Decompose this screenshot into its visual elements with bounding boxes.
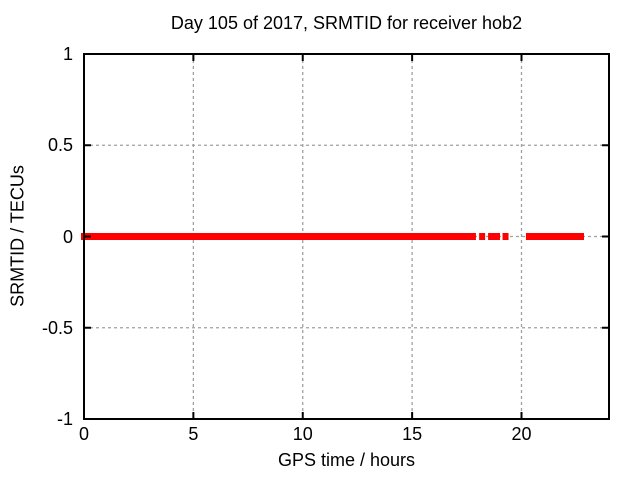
data-segment bbox=[525, 233, 584, 240]
data-segment bbox=[488, 233, 500, 240]
x-tick-label: 10 bbox=[292, 424, 313, 444]
chart-title: Day 105 of 2017, SRMTID for receiver hob… bbox=[170, 13, 523, 33]
y-tick-label: 0.5 bbox=[47, 135, 73, 156]
x-tick-label: 15 bbox=[402, 424, 423, 444]
x-tick-label: 5 bbox=[188, 424, 199, 444]
data-segment bbox=[479, 233, 486, 240]
data-segment bbox=[81, 233, 476, 240]
y-tick-label: 0 bbox=[62, 226, 73, 247]
x-tick-label: 20 bbox=[511, 424, 532, 444]
data-segment bbox=[502, 233, 509, 240]
y-tick-label: -1 bbox=[56, 409, 73, 429]
x-tick-label: 0 bbox=[78, 424, 90, 444]
y-tick-label: 1 bbox=[62, 44, 73, 64]
y-tick-label: -0.5 bbox=[41, 317, 73, 338]
x-axis-label: GPS time / hours bbox=[277, 450, 416, 470]
